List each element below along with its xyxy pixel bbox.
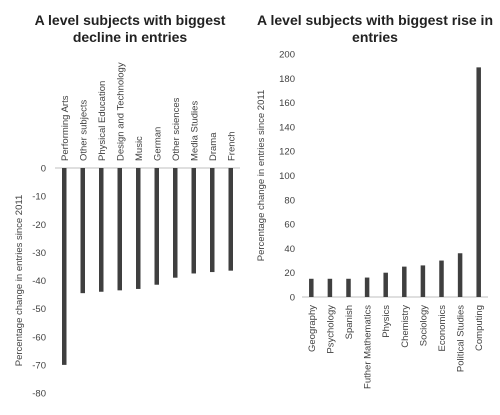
rise-category-label: Psychology bbox=[325, 305, 336, 354]
decline-category-label: Other subjects bbox=[78, 100, 89, 161]
decline-bar bbox=[80, 168, 85, 294]
rise-bar bbox=[420, 265, 426, 297]
rise-bar bbox=[439, 260, 444, 297]
rise-y-tick-label: 80 bbox=[284, 195, 295, 206]
decline-category-label: Music bbox=[134, 136, 145, 161]
rise-y-axis-title: Percentage change in entries since 2011 bbox=[256, 90, 267, 261]
decline-category-label: Design and Technology bbox=[115, 62, 126, 161]
decline-category-label: Media Studies bbox=[189, 101, 200, 161]
decline-y-axis-title: Percentage change in entries since 2011 bbox=[14, 195, 25, 366]
decline-category-label: Physical Education bbox=[97, 81, 108, 161]
decline-y-tick-label: -60 bbox=[32, 332, 46, 343]
rise-y-tick-label: 100 bbox=[279, 171, 295, 182]
rise-bar bbox=[383, 272, 388, 297]
decline-bar bbox=[228, 168, 233, 271]
rise-y-tick-label: 160 bbox=[279, 98, 295, 109]
rise-bar bbox=[327, 278, 333, 297]
decline-y-tick-label: -20 bbox=[32, 220, 46, 231]
decline-y-tick-label: -10 bbox=[32, 192, 46, 203]
decline-y-tick-label: 0 bbox=[41, 164, 46, 175]
rise-chart: 0 20 40 60 80 100 120 140 160 180 200 Percentage ch… bbox=[256, 50, 488, 389]
decline-category-label: Other sciences bbox=[171, 97, 182, 161]
decline-y-tick-label: -70 bbox=[32, 360, 46, 371]
rise-category-label: Chemistry bbox=[400, 305, 411, 348]
decline-y-tick-label: -50 bbox=[32, 304, 46, 315]
rise-y-tick-label: 140 bbox=[279, 122, 295, 133]
rise-category-label: Geography bbox=[307, 305, 318, 352]
rise-y-tick-label: 20 bbox=[284, 268, 295, 279]
decline-bar bbox=[136, 168, 141, 289]
rise-chart-title: A level subjects with biggest rise in en… bbox=[257, 12, 493, 45]
decline-category-label: Performing Arts bbox=[60, 95, 71, 161]
rise-bar bbox=[457, 253, 463, 297]
rise-y-tick-label: 120 bbox=[279, 147, 295, 158]
decline-bar bbox=[117, 168, 122, 291]
decline-category-label: French bbox=[226, 131, 237, 161]
rise-y-tick-label: 60 bbox=[284, 220, 295, 231]
rise-y-tick-label: 200 bbox=[279, 50, 295, 61]
rise-bar bbox=[476, 67, 481, 298]
decline-y-tick-label: -80 bbox=[32, 389, 46, 400]
decline-y-tick-label: -40 bbox=[32, 276, 46, 287]
rise-y-tick-label: 180 bbox=[279, 74, 295, 85]
rise-bar bbox=[309, 278, 314, 297]
rise-bar bbox=[402, 266, 407, 297]
rise-bar bbox=[364, 277, 370, 297]
decline-bar bbox=[154, 168, 159, 285]
decline-category-label: German bbox=[152, 127, 163, 161]
decline-bar bbox=[62, 168, 67, 365]
rise-y-tick-label: 40 bbox=[284, 244, 295, 255]
decline-bar bbox=[191, 168, 196, 274]
rise-category-label: Political Studies bbox=[456, 305, 467, 372]
rise-category-label: Economics bbox=[437, 305, 448, 352]
decline-category-label: Drama bbox=[208, 132, 219, 161]
decline-bar bbox=[210, 168, 215, 273]
rise-y-tick-label: 0 bbox=[290, 293, 295, 304]
rise-category-label: Sociology bbox=[418, 305, 429, 346]
decline-chart-title: A level subjects with biggest decline in… bbox=[34, 12, 226, 45]
rise-category-label: Computing bbox=[474, 305, 485, 351]
rise-category-label: Futher Mathematics bbox=[363, 305, 374, 389]
decline-chart: 0 -10 -20 -30 -40 -50 -60 -70 -80 Percentage chan… bbox=[14, 62, 240, 400]
decline-y-tick-label: -30 bbox=[32, 248, 46, 259]
rise-category-label: Physics bbox=[381, 305, 392, 338]
rise-bar bbox=[346, 278, 351, 297]
rise-category-label: Spanish bbox=[344, 305, 355, 339]
decline-bar bbox=[99, 168, 104, 292]
decline-bar bbox=[173, 168, 178, 278]
